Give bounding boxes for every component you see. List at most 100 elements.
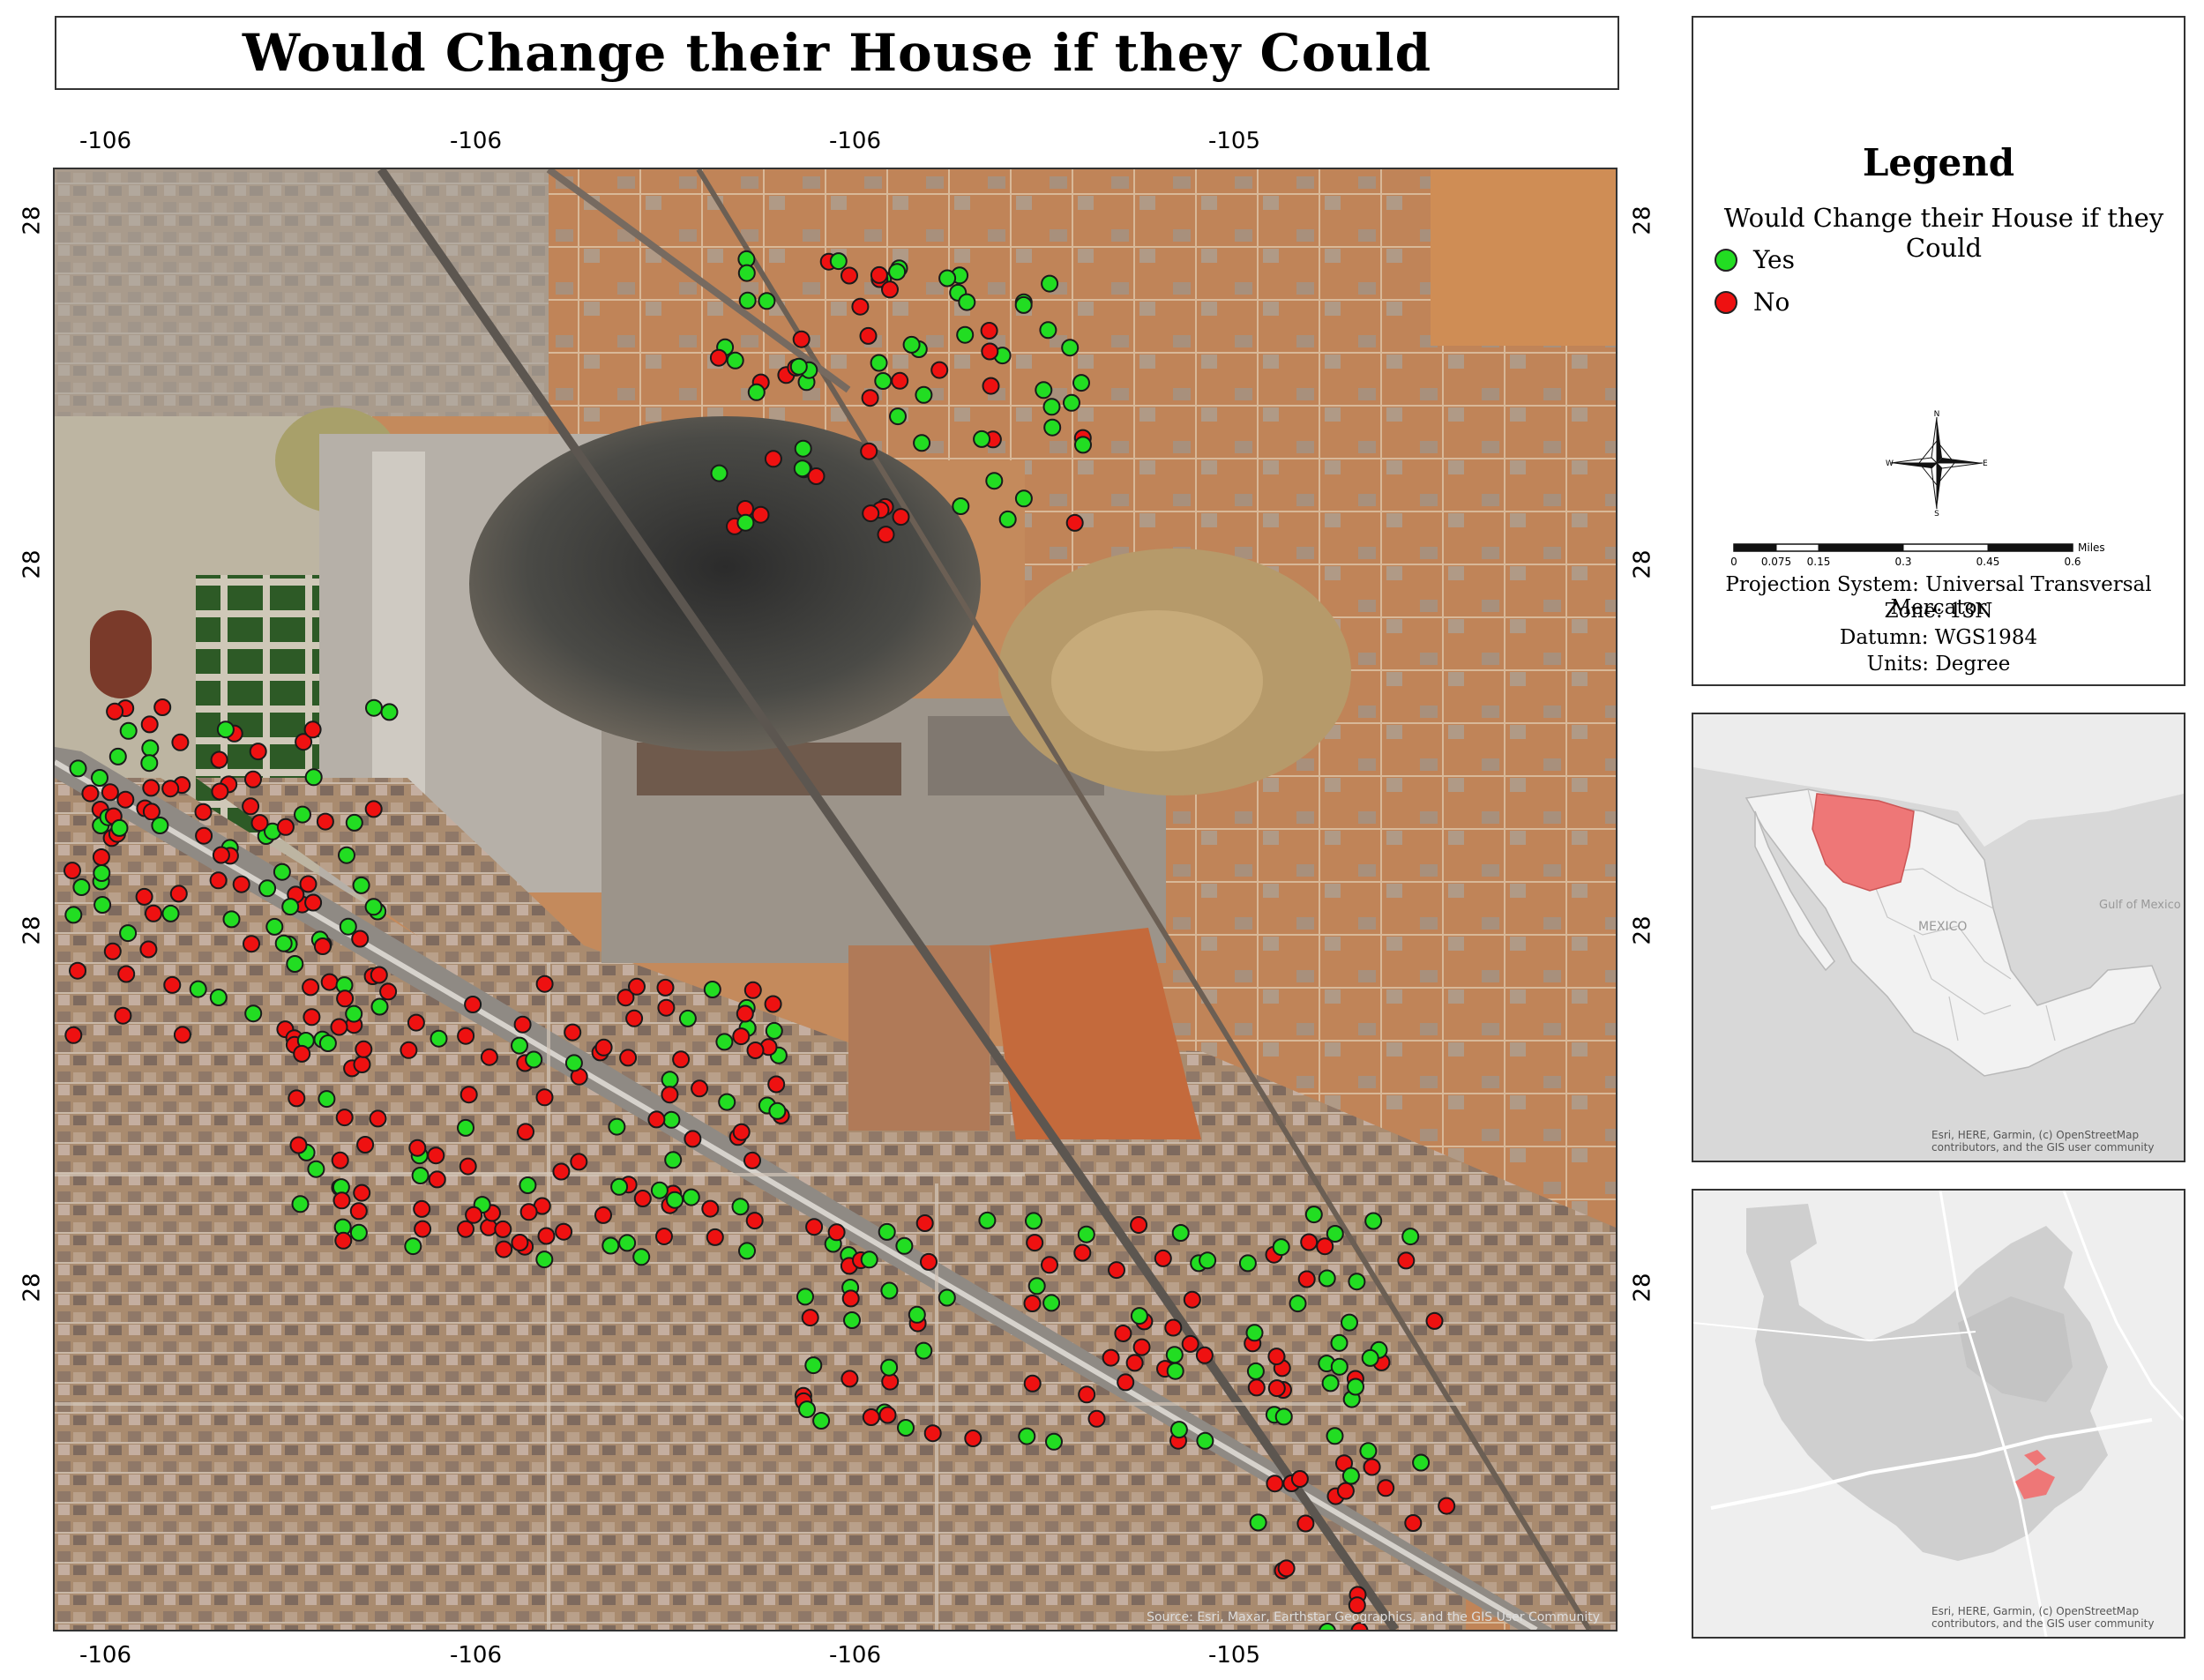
survey-point[interactable] <box>1041 274 1059 293</box>
survey-point[interactable] <box>511 1036 528 1055</box>
survey-point[interactable] <box>1401 1228 1420 1246</box>
survey-point[interactable] <box>555 1222 573 1241</box>
survey-point[interactable] <box>427 1146 445 1165</box>
survey-point[interactable] <box>364 800 383 818</box>
survey-point[interactable] <box>1025 1212 1042 1230</box>
survey-point[interactable] <box>1363 1458 1381 1476</box>
survey-point[interactable] <box>743 981 762 999</box>
survey-point[interactable] <box>747 383 766 401</box>
survey-point[interactable] <box>161 780 180 798</box>
survey-point[interactable] <box>244 1004 263 1023</box>
survey-point[interactable] <box>64 862 81 880</box>
survey-point[interactable] <box>897 1419 915 1437</box>
survey-point[interactable] <box>1154 1249 1172 1267</box>
survey-point[interactable] <box>1196 1431 1214 1450</box>
survey-point[interactable] <box>701 1199 720 1218</box>
survey-point[interactable] <box>1061 339 1080 357</box>
survey-point[interactable] <box>428 1170 446 1189</box>
survey-point[interactable] <box>982 377 1000 395</box>
survey-point[interactable] <box>1247 1378 1266 1397</box>
survey-point[interactable] <box>457 1220 474 1238</box>
survey-point[interactable] <box>1359 1442 1378 1460</box>
survey-point[interactable] <box>798 1400 816 1419</box>
survey-point[interactable] <box>289 1136 308 1154</box>
survey-point[interactable] <box>1045 1432 1063 1451</box>
survey-point[interactable] <box>1348 1596 1366 1615</box>
survey-point[interactable] <box>1347 1378 1364 1396</box>
survey-point[interactable] <box>650 1181 669 1199</box>
survey-point[interactable] <box>69 961 86 980</box>
survey-point[interactable] <box>480 1218 498 1236</box>
survey-point[interactable] <box>1039 321 1057 340</box>
survey-point[interactable] <box>108 747 127 765</box>
survey-point[interactable] <box>116 790 135 809</box>
survey-point[interactable] <box>480 1048 498 1066</box>
survey-point[interactable] <box>710 464 728 482</box>
survey-point[interactable] <box>765 1021 783 1040</box>
survey-point[interactable] <box>320 973 339 991</box>
survey-point[interactable] <box>736 1004 754 1023</box>
survey-point[interactable] <box>956 325 975 344</box>
survey-point[interactable] <box>459 1086 478 1104</box>
survey-point[interactable] <box>345 1004 363 1023</box>
survey-point[interactable] <box>339 917 357 936</box>
survey-point[interactable] <box>535 974 554 993</box>
survey-point[interactable] <box>655 1228 673 1245</box>
survey-point[interactable] <box>915 1341 933 1360</box>
survey-point[interactable] <box>1171 1224 1190 1242</box>
survey-point[interactable] <box>878 1406 897 1424</box>
survey-point[interactable] <box>805 1218 824 1236</box>
survey-point[interactable] <box>1014 489 1033 508</box>
survey-point[interactable] <box>517 1123 534 1141</box>
survey-point[interactable] <box>1336 1482 1355 1500</box>
survey-point[interactable] <box>1026 1234 1044 1252</box>
survey-point[interactable] <box>610 1177 629 1196</box>
survey-point[interactable] <box>1377 1479 1395 1497</box>
survey-point[interactable] <box>110 818 129 837</box>
survey-point[interactable] <box>1290 1470 1309 1488</box>
survey-point[interactable] <box>570 1153 588 1171</box>
survey-point[interactable] <box>666 1191 684 1209</box>
survey-point[interactable] <box>647 1110 666 1129</box>
survey-point[interactable] <box>1181 1334 1199 1353</box>
survey-point[interactable] <box>318 1090 336 1109</box>
survey-point[interactable] <box>535 1088 554 1107</box>
survey-point[interactable] <box>715 1033 734 1051</box>
survey-point[interactable] <box>1042 398 1061 416</box>
survey-point[interactable] <box>796 1288 814 1306</box>
survey-point[interactable] <box>1277 1559 1296 1578</box>
survey-point[interactable] <box>862 504 880 523</box>
survey-point[interactable] <box>1341 1467 1360 1485</box>
survey-point[interactable] <box>792 330 811 348</box>
survey-point[interactable] <box>291 1195 310 1213</box>
survey-point[interactable] <box>318 1034 337 1052</box>
survey-point[interactable] <box>349 1223 368 1242</box>
survey-point[interactable] <box>1438 1497 1456 1515</box>
survey-point[interactable] <box>140 715 159 734</box>
survey-point[interactable] <box>902 335 921 354</box>
survey-point[interactable] <box>880 1358 899 1377</box>
survey-point[interactable] <box>915 385 933 404</box>
survey-point[interactable] <box>981 342 999 361</box>
survey-point[interactable] <box>1042 1294 1061 1312</box>
survey-point[interactable] <box>751 505 770 524</box>
survey-point[interactable] <box>92 848 110 866</box>
survey-point[interactable] <box>564 1023 582 1042</box>
survey-point[interactable] <box>141 739 160 758</box>
survey-point[interactable] <box>209 989 228 1006</box>
survey-point[interactable] <box>1364 1212 1383 1230</box>
survey-point[interactable] <box>841 266 858 285</box>
survey-point[interactable] <box>738 291 757 310</box>
survey-point[interactable] <box>938 1288 956 1307</box>
survey-point[interactable] <box>633 1190 652 1207</box>
survey-point[interactable] <box>281 898 300 916</box>
survey-point[interactable] <box>860 442 878 460</box>
survey-point[interactable] <box>195 826 213 845</box>
survey-point[interactable] <box>601 1236 620 1255</box>
survey-point[interactable] <box>764 450 782 468</box>
survey-point[interactable] <box>628 977 646 996</box>
survey-point[interactable] <box>1164 1318 1183 1337</box>
survey-point[interactable] <box>370 997 389 1016</box>
survey-point[interactable] <box>69 759 87 778</box>
survey-point[interactable] <box>316 812 334 831</box>
